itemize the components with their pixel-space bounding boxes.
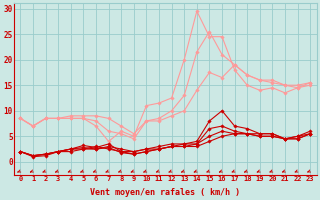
X-axis label: Vent moyen/en rafales ( km/h ): Vent moyen/en rafales ( km/h ) [90, 188, 240, 197]
